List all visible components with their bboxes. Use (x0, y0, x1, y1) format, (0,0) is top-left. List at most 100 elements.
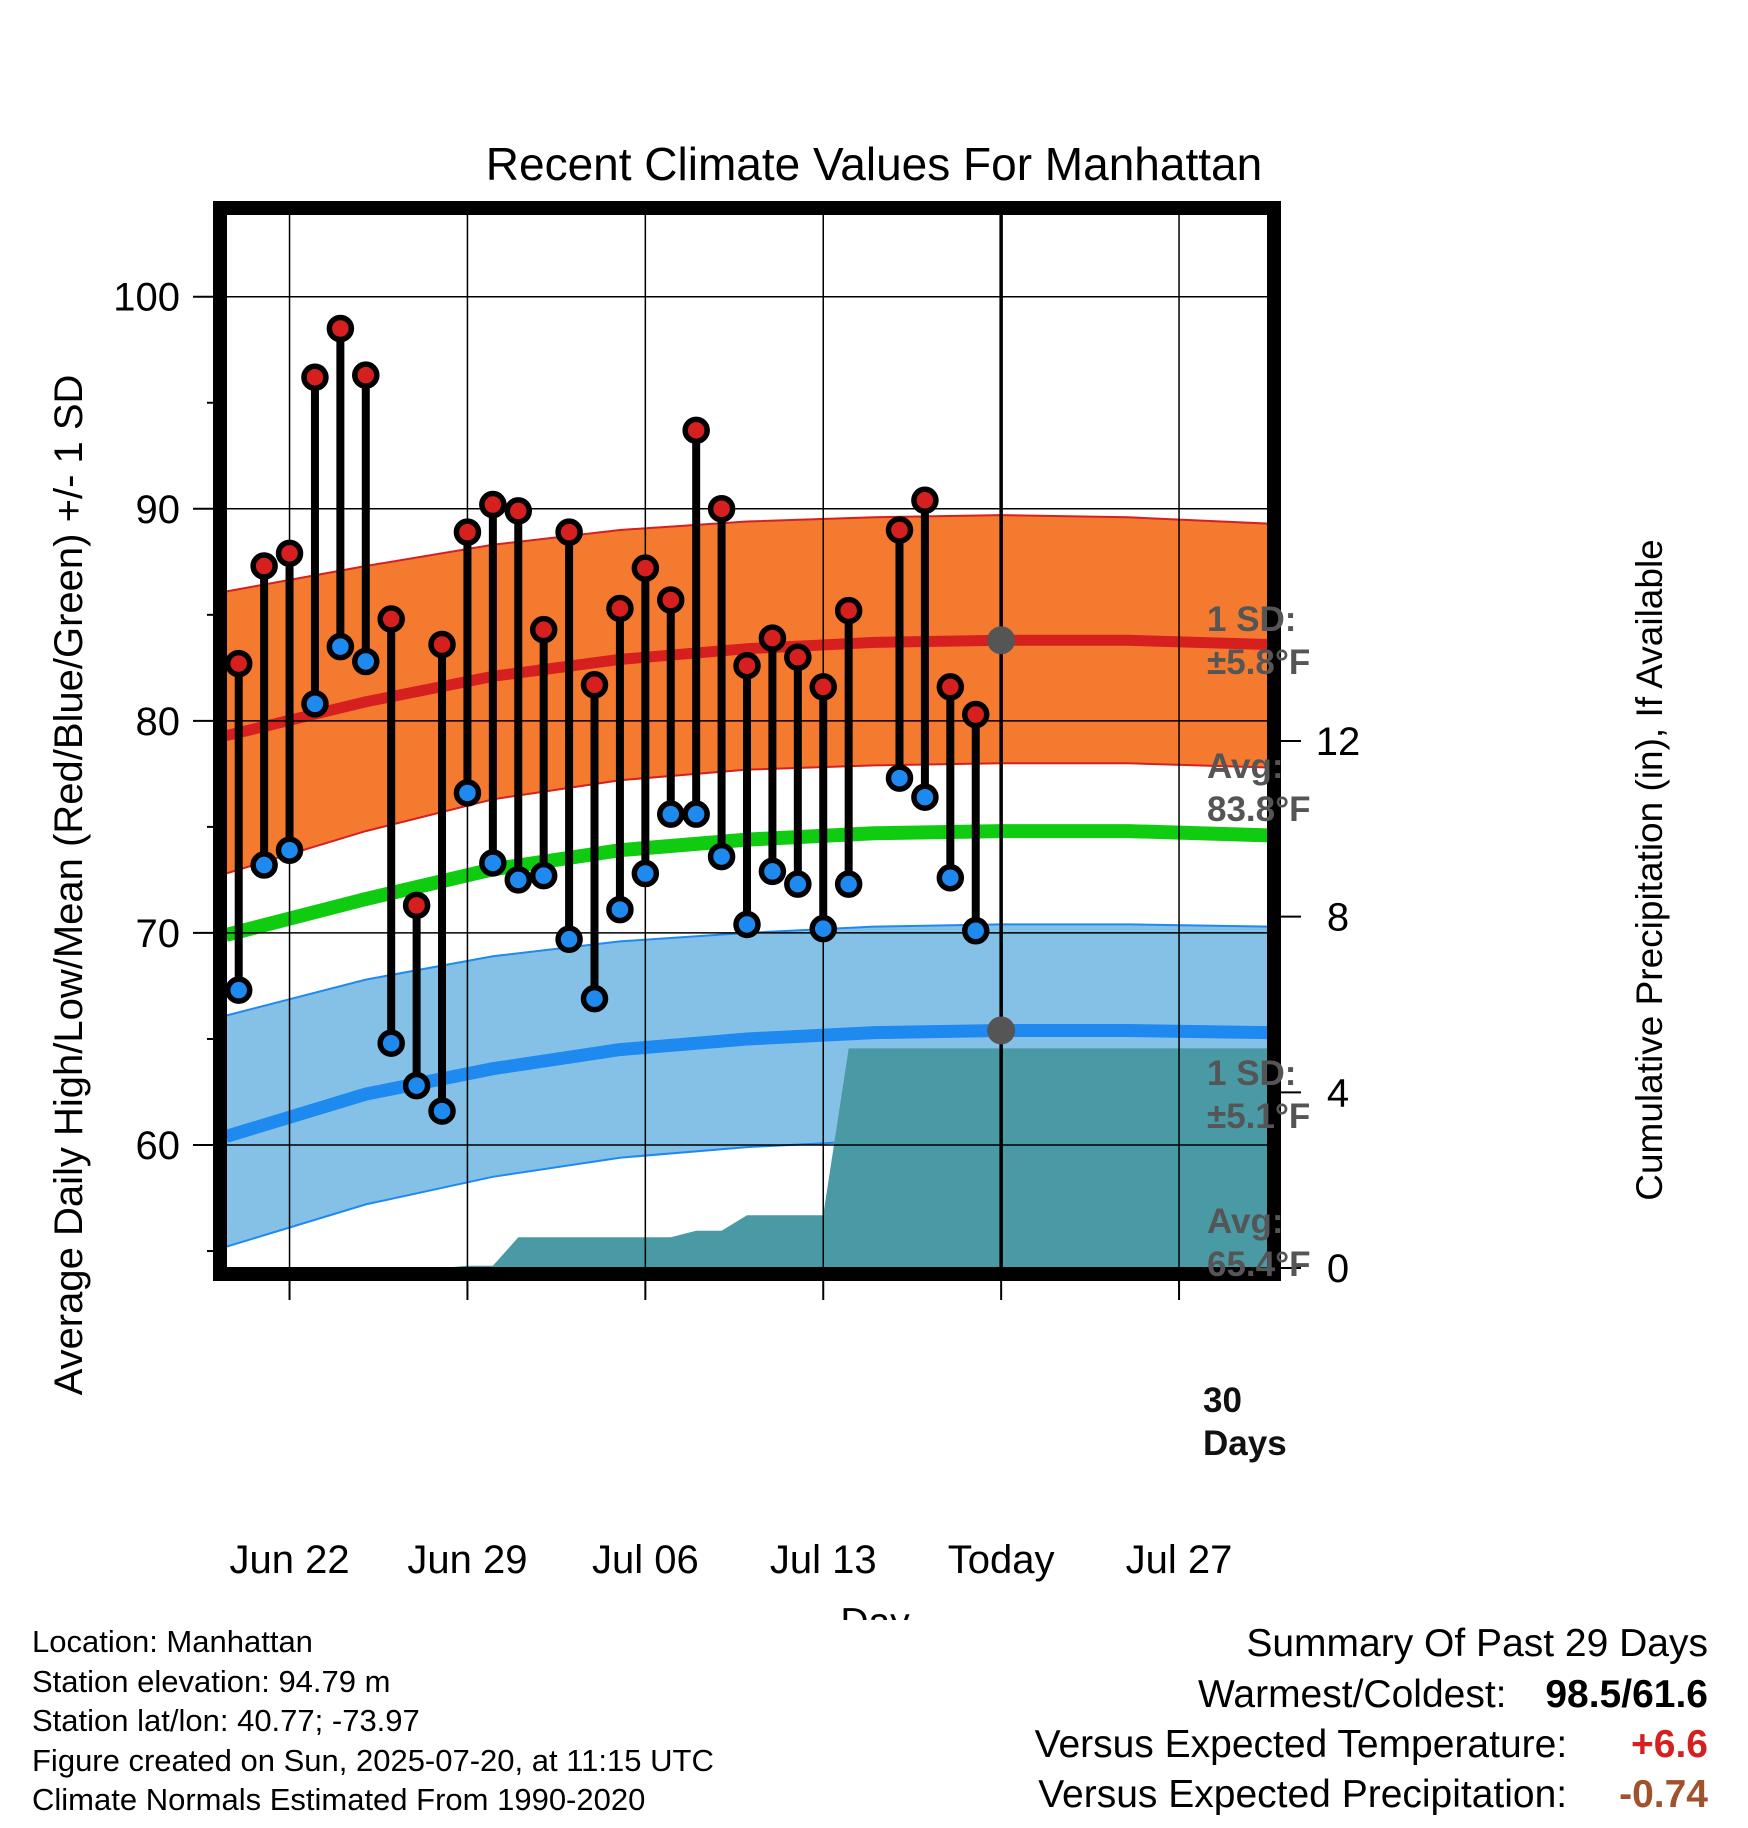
low-avg-label: Avg: (1207, 1202, 1283, 1241)
precip-anomaly-row: Versus Expected Precipitation: -0.74 (1035, 1770, 1708, 1820)
x-tick-label: Jul 27 (1126, 1538, 1233, 1582)
low-point (301, 690, 329, 718)
normals-text: Climate Normals Estimated From 1990-2020 (32, 1782, 646, 1817)
low-point (733, 910, 761, 939)
high-point (936, 673, 965, 701)
high-sd-value: ±5.8°F (1207, 643, 1310, 682)
warmest-coldest-row: Warmest/Coldest: 98.5/61.6 (1035, 1670, 1708, 1720)
high-point (326, 314, 355, 343)
low-point (377, 1029, 405, 1057)
low-point (809, 914, 837, 943)
temp-anomaly-row: Versus Expected Temperature: +6.6 (1035, 1720, 1708, 1770)
days-word: Days (1203, 1424, 1287, 1463)
high-point (479, 490, 507, 519)
y-right-tick-label: 4 (1327, 1071, 1349, 1115)
x-tick-label: Jun 29 (407, 1538, 527, 1582)
high-point (885, 516, 914, 544)
high-point (555, 518, 583, 546)
low-point (885, 764, 914, 792)
y-left-tick-label: 60 (136, 1124, 181, 1168)
summary-heading: Summary Of Past 29 Days (1246, 1622, 1708, 1665)
high-point (301, 363, 329, 392)
elevation-text: Station elevation: 94.79 m (32, 1663, 391, 1699)
low-point (758, 857, 787, 886)
high-avg-value: 83.8°F (1207, 790, 1311, 829)
low-point (504, 866, 533, 894)
y-left-tick-label: 80 (136, 700, 181, 744)
low-point (784, 870, 812, 898)
x-tick-label: Jul 13 (770, 1538, 877, 1582)
annotations: 1 SD: ±5.8°F Avg: 83.8°F 1 SD: ±5.1°F Av… (1203, 600, 1311, 1463)
low-point (479, 849, 507, 877)
summary-panel: Summary Of Past 29 Days Warmest/Coldest:… (1035, 1618, 1708, 1820)
high-point (961, 700, 990, 729)
latlon-text: Station lat/lon: 40.77; -73.97 (32, 1703, 420, 1738)
high-point (275, 539, 304, 568)
y-left-tick-label: 70 (136, 912, 181, 956)
high-point (428, 630, 456, 659)
high-point (809, 673, 837, 701)
plot-area (213, 201, 1281, 1281)
high-point (631, 554, 660, 582)
y-left-tick-label: 100 (113, 276, 180, 320)
high-point (606, 594, 634, 623)
warmest-coldest-label: Warmest/Coldest: (1198, 1673, 1507, 1716)
station-info: Location: Manhattan Station elevation: 9… (32, 1622, 714, 1820)
high-point (352, 361, 380, 389)
low-point (631, 859, 660, 888)
y-left-tick-label: 90 (136, 488, 181, 532)
low-point (657, 800, 685, 828)
created-text: Figure created on Sun, 2025-07-20, at 11… (32, 1742, 714, 1778)
high-sd-label: 1 SD: (1207, 600, 1296, 639)
high-point (453, 518, 482, 546)
temp-anomaly-label: Versus Expected Temperature: (1034, 1723, 1568, 1766)
axis-ticks: 60 70 80 90 100 0 4 8 12 Jun 22 Jun 29 Jul 06 Jul 13… (113, 276, 1360, 1582)
precip-area (226, 1048, 1268, 1268)
x-axis-label: Day (840, 1601, 910, 1620)
y-right-tick-label: 12 (1316, 720, 1361, 764)
climate-chart: Recent Climate Values For Manhattan Aver… (47, 138, 1670, 1620)
high-point (224, 649, 253, 678)
low-sd-label: 1 SD: (1207, 1054, 1296, 1093)
chart-title: Recent Climate Values For Manhattan (486, 138, 1262, 190)
x-tick-label: Jun 22 (229, 1538, 349, 1582)
low-avg-marker (987, 1016, 1016, 1045)
low-point (326, 632, 355, 661)
low-point (555, 925, 583, 954)
low-point (402, 1071, 431, 1100)
high-point (377, 605, 405, 633)
left-axis-label: Average Daily High/Low/Mean (Red/Blue/Gr… (47, 375, 91, 1396)
high-point (707, 495, 736, 523)
temp-anomaly-value: +6.6 (1631, 1723, 1708, 1766)
precip-anomaly-value: -0.74 (1619, 1773, 1708, 1816)
high-avg-marker (987, 626, 1016, 655)
x-tick-label: Today (948, 1538, 1055, 1582)
low-point (428, 1097, 456, 1125)
low-point (352, 647, 380, 676)
low-sd-value: ±5.1°F (1207, 1097, 1310, 1136)
high-point (911, 486, 939, 515)
low-point (936, 864, 965, 892)
high-point (682, 416, 710, 445)
low-avg-value: 65.4°F (1207, 1245, 1311, 1284)
high-point (580, 671, 609, 699)
high-normal-line (224, 634, 1269, 742)
high-point (733, 651, 761, 680)
low-point (250, 851, 278, 879)
low-point (453, 779, 482, 807)
x-tick-label: Jul 06 (592, 1538, 699, 1582)
warmest-coldest-value: 98.5/61.6 (1545, 1673, 1708, 1716)
high-point (758, 624, 787, 652)
high-avg-label: Avg: (1207, 747, 1283, 786)
high-point (504, 497, 533, 525)
location-text: Location: Manhattan (32, 1624, 313, 1659)
low-point (682, 800, 710, 828)
plot-frame (213, 201, 1281, 1281)
high-point (529, 615, 558, 644)
high-point (834, 596, 863, 625)
days-count: 30 (1203, 1381, 1242, 1420)
low-point (529, 861, 558, 890)
y-right-tick-label: 8 (1327, 896, 1349, 940)
low-point (580, 984, 609, 1013)
right-axis-label: Cumulative Precipitation (in), If Availa… (1629, 539, 1670, 1201)
